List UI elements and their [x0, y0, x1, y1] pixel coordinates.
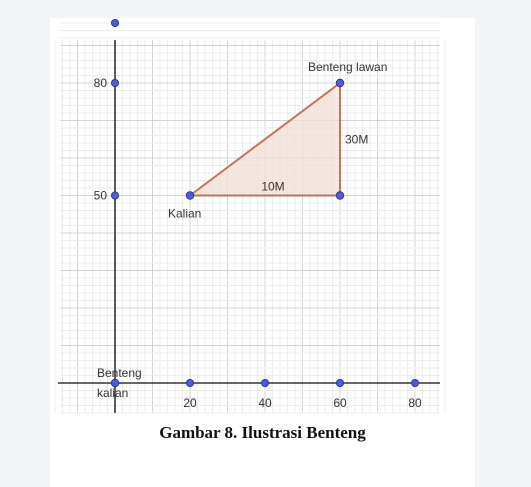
benteng-illustration: 20 40 60 80 50 80 Kalian Benteng lawan Benteng ka… — [54, 19, 446, 414]
point-corner — [335, 191, 345, 200]
x-tick-label: 40 — [258, 396, 272, 410]
point-label-benteng-kalian-line2: kalian — [97, 386, 128, 400]
point-label-kalian: Kalian — [168, 207, 201, 221]
triangle-label-vertical: 30M — [345, 132, 368, 146]
point-label-benteng-kalian-line1: Benteng — [97, 366, 142, 380]
y-tick-label: 50 — [94, 189, 108, 203]
axis-points — [111, 19, 419, 387]
x-tick-label: 20 — [183, 396, 197, 410]
axes — [58, 40, 440, 413]
figure-caption: Gambar 8. Ilustrasi Benteng — [159, 423, 366, 442]
point-label-benteng-lawan: Benteng lawan — [308, 60, 387, 74]
figure-page: 20 40 60 80 50 80 Kalian Benteng lawan Benteng ka… — [50, 18, 475, 487]
triangle-region — [187, 81, 341, 197]
axis-point — [335, 378, 344, 387]
labels: 20 40 60 80 50 80 Kalian Benteng lawan Benteng ka… — [94, 60, 422, 410]
points — [110, 78, 345, 388]
y-tick-label: 80 — [94, 76, 108, 90]
triangle-label-horizontal: 10M — [261, 180, 284, 194]
point-kalian — [185, 191, 195, 200]
x-tick-label: 60 — [333, 396, 347, 410]
point-benteng-kalian — [110, 378, 120, 388]
x-tick-label: 80 — [408, 396, 422, 410]
axis-point — [111, 191, 120, 200]
axis-point — [111, 79, 120, 88]
axis-point — [111, 19, 120, 27]
axis-point — [260, 378, 269, 387]
grid — [54, 22, 446, 414]
axis-point — [185, 378, 194, 387]
point-benteng-lawan — [335, 78, 345, 88]
axis-point — [410, 378, 419, 387]
